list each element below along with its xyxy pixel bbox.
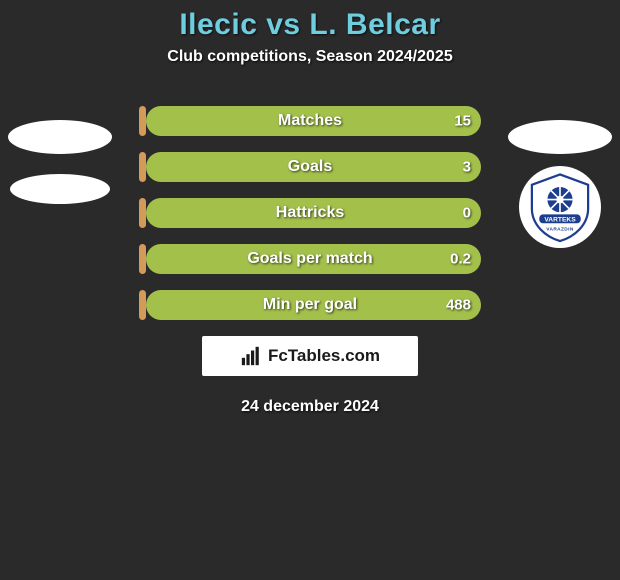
stat-bar-left xyxy=(139,290,146,320)
stat-bar-left xyxy=(139,244,146,274)
stat-label: Hattricks xyxy=(276,204,344,222)
stat-value-right: 0.2 xyxy=(450,251,471,268)
brand-badge[interactable]: FcTables.com xyxy=(202,336,418,376)
stat-value-right: 0 xyxy=(463,205,471,222)
stat-bar-left xyxy=(139,106,146,136)
stat-bar-left xyxy=(139,198,146,228)
stat-label: Goals xyxy=(288,158,332,176)
svg-text:VARTEKS: VARTEKS xyxy=(544,216,576,223)
brand-text: FcTables.com xyxy=(268,346,380,366)
stat-row: Hattricks 0 xyxy=(139,198,481,228)
stat-label: Min per goal xyxy=(263,296,357,314)
stat-bar-left xyxy=(139,152,146,182)
comparison-card: Ilecic vs L. Belcar Club competitions, S… xyxy=(0,0,620,416)
stat-label: Matches xyxy=(278,112,342,130)
left-player-badges xyxy=(8,120,112,204)
stat-value-right: 488 xyxy=(446,297,471,314)
svg-text:VARAZDIN: VARAZDIN xyxy=(546,227,574,233)
stats-table: Matches 15 Goals 3 Hattricks 0 Goals per match… xyxy=(139,106,481,320)
stat-label: Goals per match xyxy=(247,250,372,268)
stat-row: Matches 15 xyxy=(139,106,481,136)
stat-row: Min per goal 488 xyxy=(139,290,481,320)
right-club-logo: VARTEKS VARAZDIN xyxy=(519,166,601,248)
subtitle: Club competitions, Season 2024/2025 xyxy=(0,48,620,66)
right-player-badges: VARTEKS VARAZDIN xyxy=(508,120,612,248)
page-title: Ilecic vs L. Belcar xyxy=(0,8,620,42)
stat-value-right: 15 xyxy=(454,113,471,130)
chart-icon xyxy=(240,345,262,367)
right-player-avatar-placeholder xyxy=(508,120,612,154)
left-club-avatar-placeholder xyxy=(10,174,110,204)
stat-row: Goals 3 xyxy=(139,152,481,182)
date-label: 24 december 2024 xyxy=(0,398,620,416)
stat-row: Goals per match 0.2 xyxy=(139,244,481,274)
stat-value-right: 3 xyxy=(463,159,471,176)
club-badge-icon: VARTEKS VARAZDIN xyxy=(523,170,597,244)
left-player-avatar-placeholder xyxy=(8,120,112,154)
